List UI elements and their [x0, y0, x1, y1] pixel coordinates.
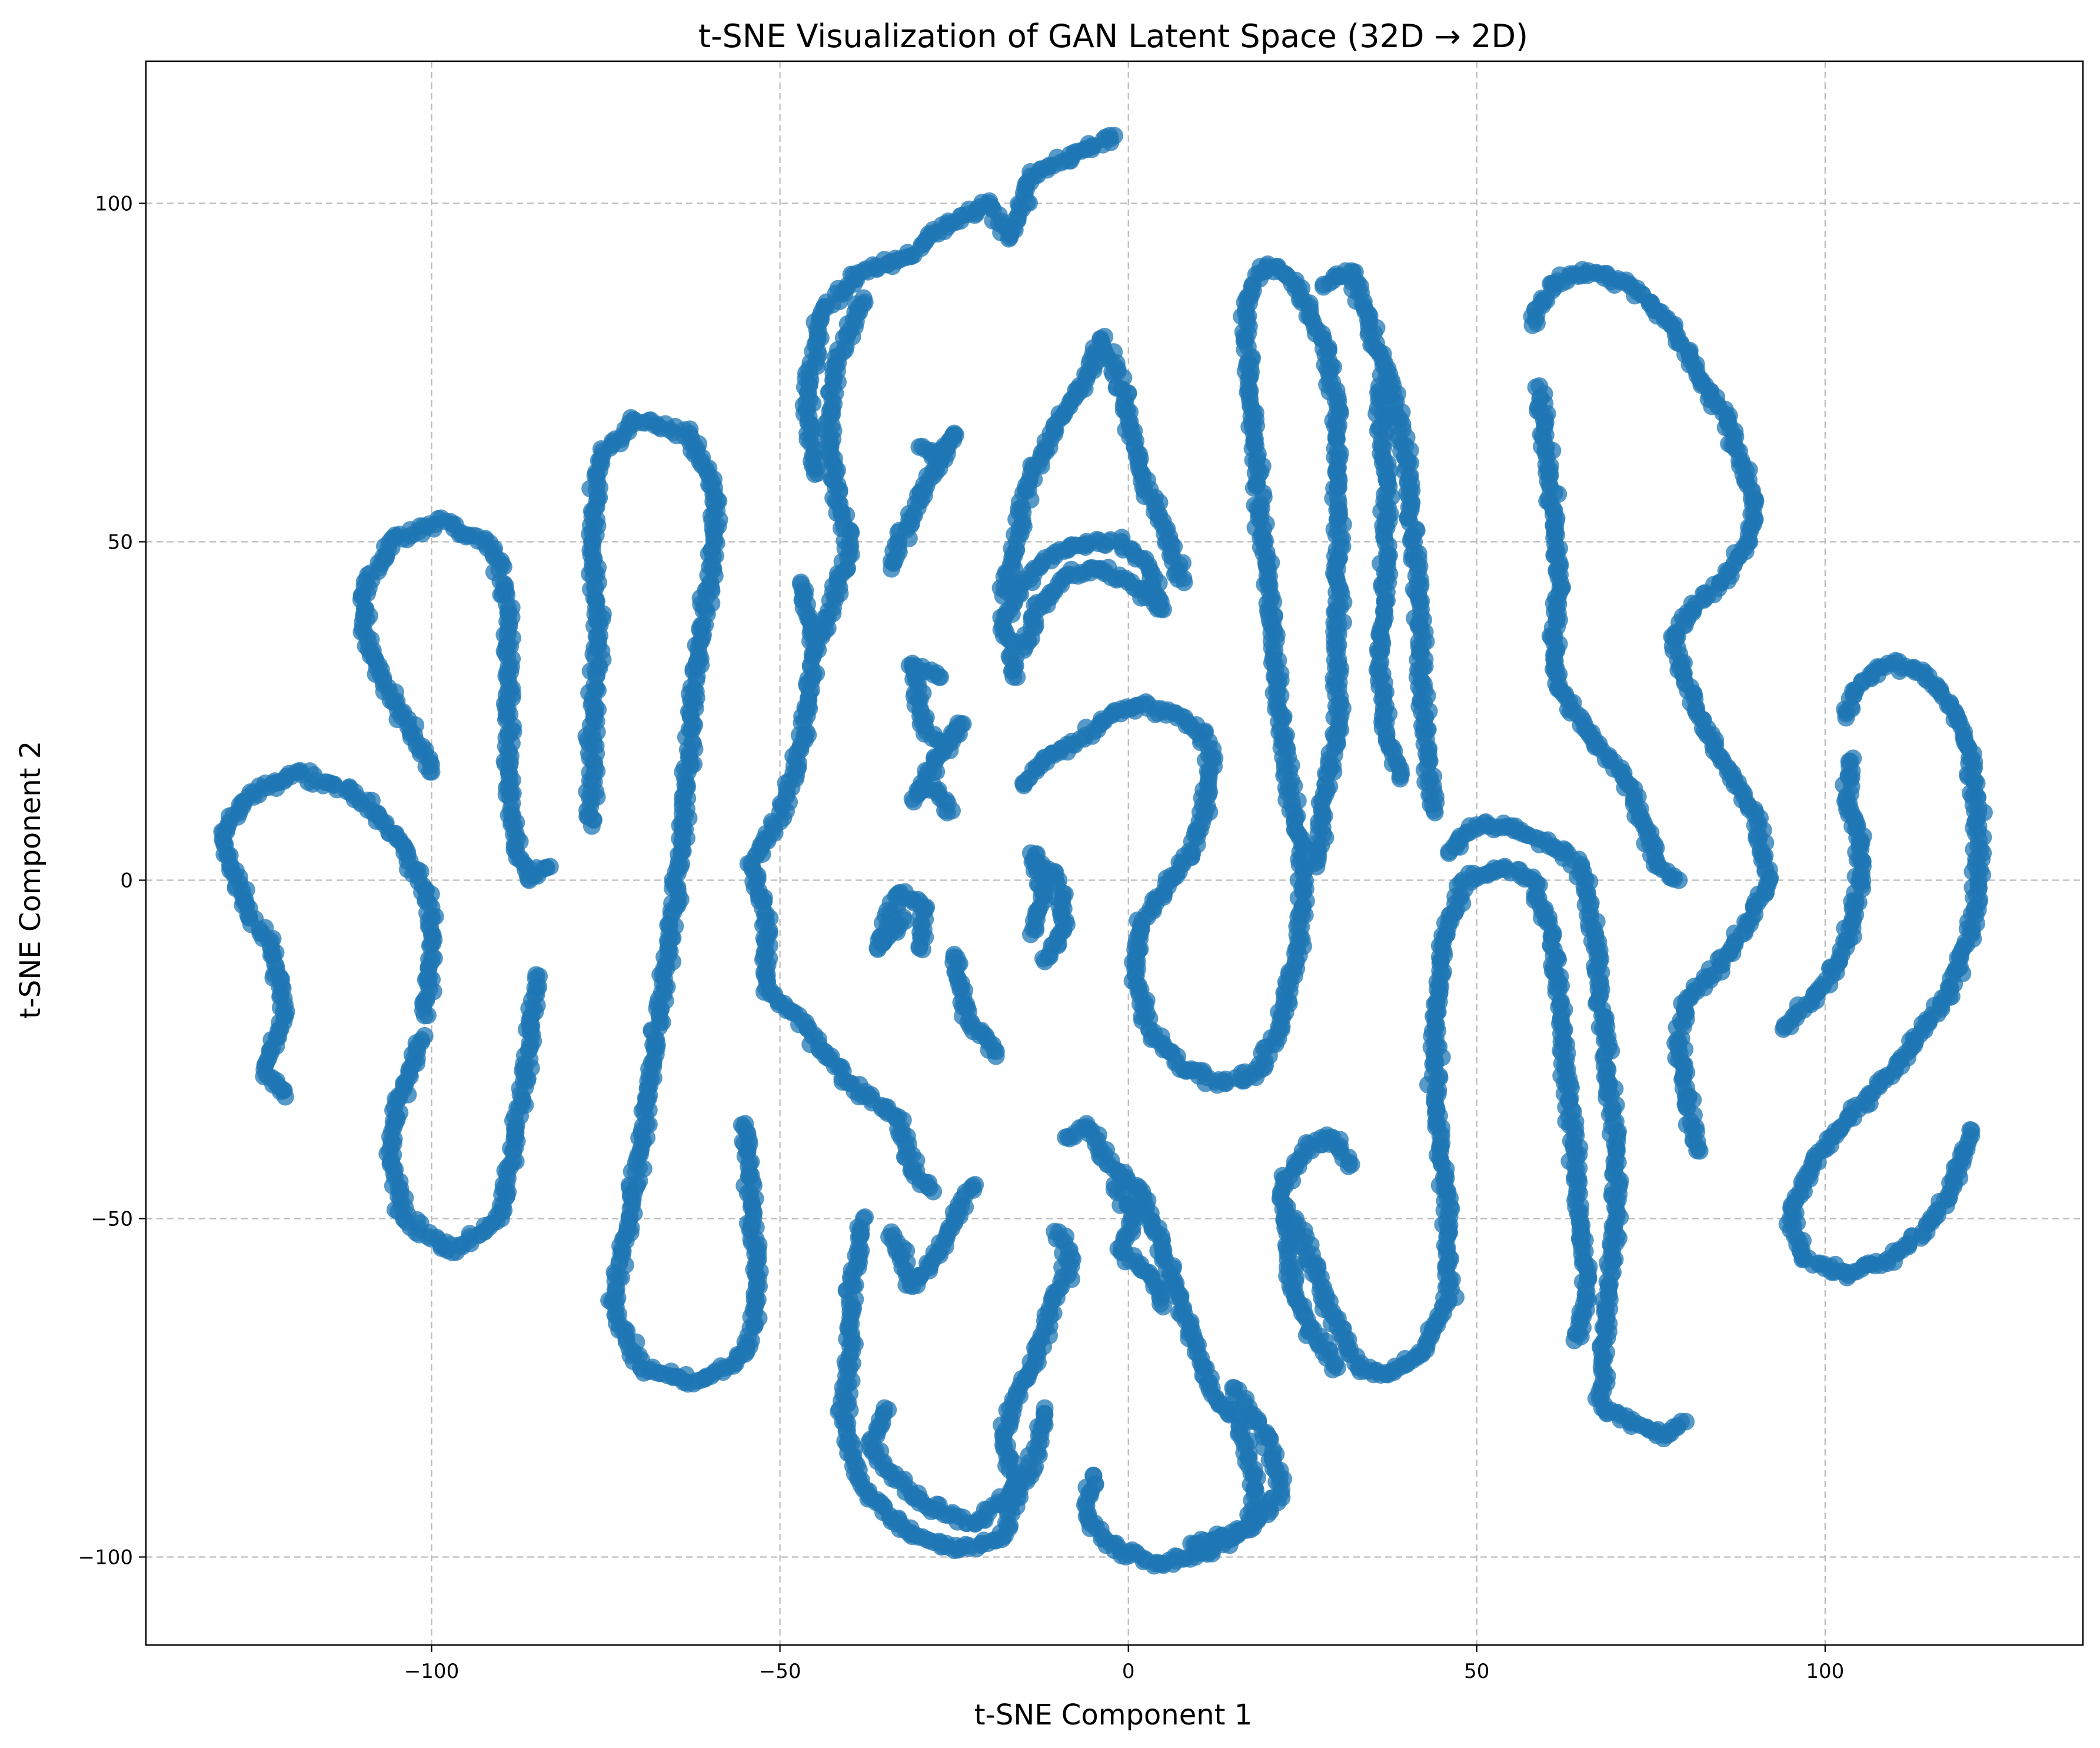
scatter-point	[415, 1027, 434, 1045]
scatter-point	[1036, 1399, 1054, 1417]
scatter-point	[1154, 1298, 1172, 1315]
scatter-point	[883, 560, 901, 578]
scatter-point	[1036, 952, 1054, 971]
scatter-point	[1307, 858, 1326, 876]
scatter-point	[1015, 641, 1033, 659]
scatter-point	[1328, 1358, 1346, 1377]
scatter-point	[938, 803, 956, 822]
scatter-point	[966, 1176, 984, 1194]
scatter-point	[736, 1115, 754, 1133]
scatter-point	[541, 858, 559, 876]
scatter-point	[813, 627, 831, 646]
scatter-point	[910, 939, 928, 957]
scatter-point	[1050, 1223, 1068, 1241]
scatter-point	[924, 1182, 943, 1201]
scatter-point	[1106, 127, 1123, 145]
scatter-points	[213, 127, 1993, 1575]
scatter-point	[987, 1047, 1005, 1065]
scatter-point	[1175, 573, 1193, 591]
scatter-point	[1182, 1534, 1200, 1553]
scatter-point	[1426, 803, 1444, 822]
scatter-point	[1391, 770, 1409, 787]
scatter-point	[415, 1006, 434, 1025]
scatter-point	[1084, 1467, 1103, 1485]
scatter-point	[1677, 1413, 1695, 1431]
